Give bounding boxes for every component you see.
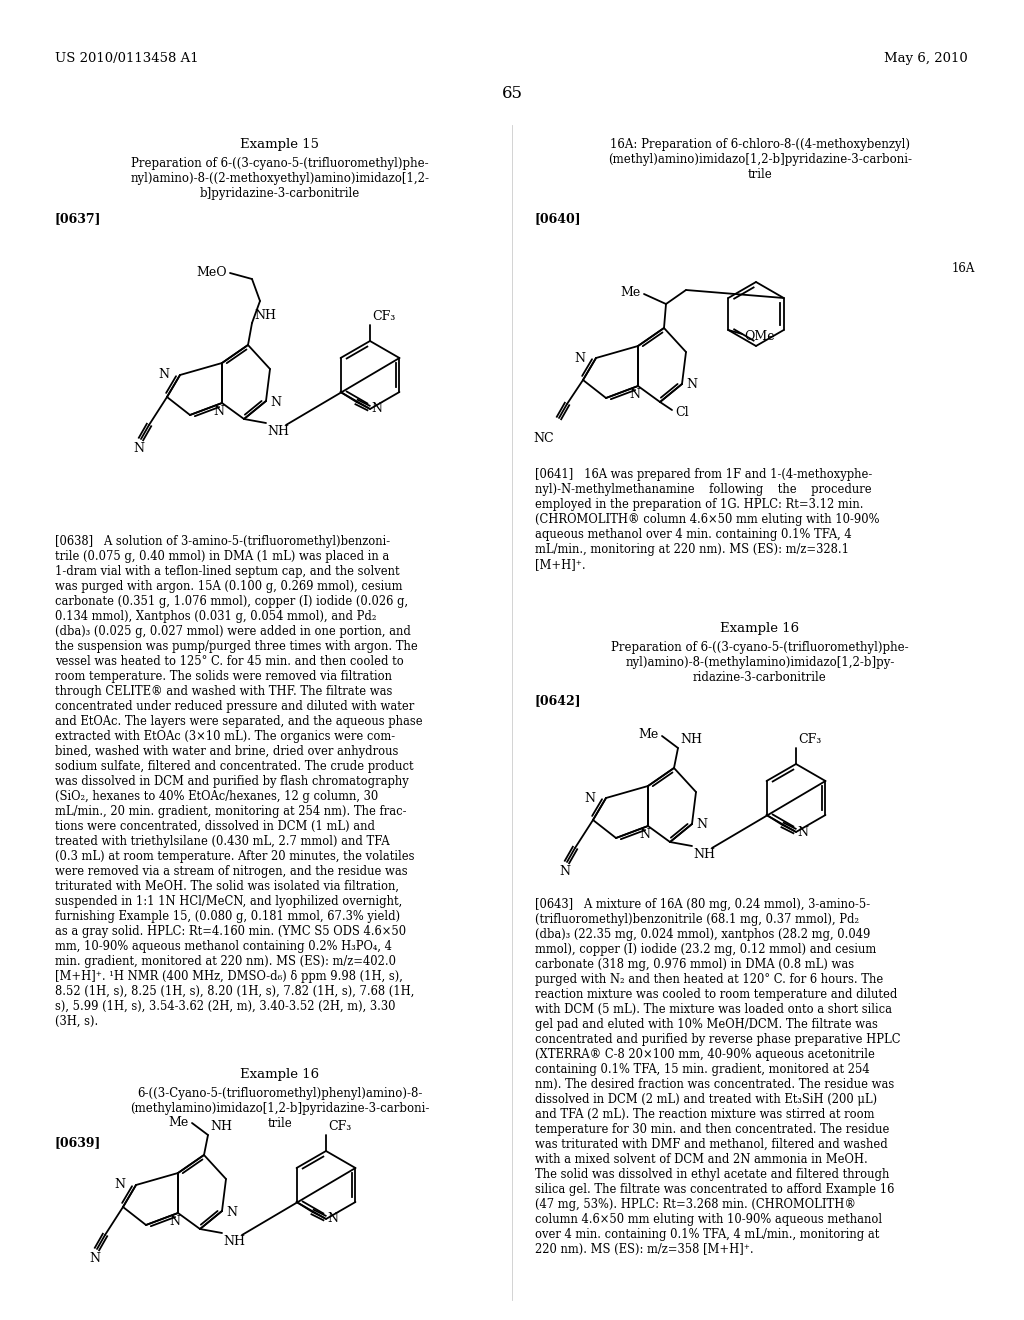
Text: 65: 65	[502, 84, 522, 102]
Text: Preparation of 6-((3-cyano-5-(trifluoromethyl)phe-
nyl)amino)-8-(methylamino)imi: Preparation of 6-((3-cyano-5-(trifluorom…	[611, 642, 909, 684]
Text: N: N	[89, 1251, 100, 1265]
Text: CF₃: CF₃	[798, 733, 821, 746]
Text: NH: NH	[267, 425, 289, 438]
Text: Preparation of 6-((3-cyano-5-(trifluoromethyl)phe-
nyl)amino)-8-((2-methoxyethyl: Preparation of 6-((3-cyano-5-(trifluorom…	[130, 157, 429, 201]
Text: NH: NH	[693, 847, 715, 861]
Text: N: N	[584, 792, 595, 804]
Text: OMe: OMe	[744, 330, 775, 342]
Text: NC: NC	[534, 432, 554, 445]
Text: [0642]: [0642]	[535, 694, 582, 708]
Text: N: N	[630, 388, 640, 401]
Text: 16A: 16A	[951, 261, 975, 275]
Text: N: N	[133, 442, 144, 455]
Text: 16A: Preparation of 6-chloro-8-((4-methoxybenzyl)
(methyl)amino)imidazo[1,2-b]py: 16A: Preparation of 6-chloro-8-((4-metho…	[608, 139, 912, 181]
Text: [0641]   16A was prepared from 1F and 1-(4-methoxyphe-
nyl)-N-methylmethanamine : [0641] 16A was prepared from 1F and 1-(4…	[535, 469, 880, 572]
Text: N: N	[328, 1213, 339, 1225]
Text: N: N	[213, 405, 224, 418]
Text: N: N	[640, 828, 650, 841]
Text: N: N	[270, 396, 281, 408]
Text: Example 16: Example 16	[721, 622, 800, 635]
Text: N: N	[226, 1205, 237, 1218]
Text: N: N	[114, 1179, 125, 1192]
Text: [0638]   A solution of 3-amino-5-(trifluoromethyl)benzoni-
trile (0.075 g, 0.40 : [0638] A solution of 3-amino-5-(trifluor…	[55, 535, 423, 1028]
Text: NH: NH	[254, 309, 276, 322]
Text: N: N	[574, 351, 585, 364]
Text: CF₃: CF₃	[328, 1119, 351, 1133]
Text: May 6, 2010: May 6, 2010	[885, 51, 968, 65]
Text: [0643]   A mixture of 16A (80 mg, 0.24 mmol), 3-amino-5-
(trifluoromethyl)benzon: [0643] A mixture of 16A (80 mg, 0.24 mmo…	[535, 898, 900, 1257]
Text: [0637]: [0637]	[55, 213, 101, 224]
Text: Example 16: Example 16	[241, 1068, 319, 1081]
Text: US 2010/0113458 A1: US 2010/0113458 A1	[55, 51, 199, 65]
Text: Me: Me	[169, 1115, 189, 1129]
Text: 6-((3-Cyano-5-(trifluoromethyl)phenyl)amino)-8-
(methylamino)imidazo[1,2-b]pyrid: 6-((3-Cyano-5-(trifluoromethyl)phenyl)am…	[130, 1086, 430, 1130]
Text: Me: Me	[639, 729, 659, 742]
Text: N: N	[798, 825, 809, 838]
Text: N: N	[559, 865, 570, 878]
Text: N: N	[170, 1214, 180, 1228]
Text: N: N	[696, 818, 707, 832]
Text: Me: Me	[621, 286, 641, 300]
Text: [0640]: [0640]	[535, 213, 582, 224]
Text: N: N	[158, 368, 169, 381]
Text: N: N	[372, 403, 383, 416]
Text: MeO: MeO	[197, 265, 227, 279]
Text: NH: NH	[680, 733, 702, 746]
Text: Cl: Cl	[675, 405, 688, 418]
Text: N: N	[686, 379, 697, 392]
Text: [0639]: [0639]	[55, 1137, 101, 1148]
Text: CF₃: CF₃	[372, 310, 395, 323]
Text: NH: NH	[223, 1236, 245, 1247]
Text: Example 15: Example 15	[241, 139, 319, 150]
Text: NH: NH	[210, 1119, 232, 1133]
